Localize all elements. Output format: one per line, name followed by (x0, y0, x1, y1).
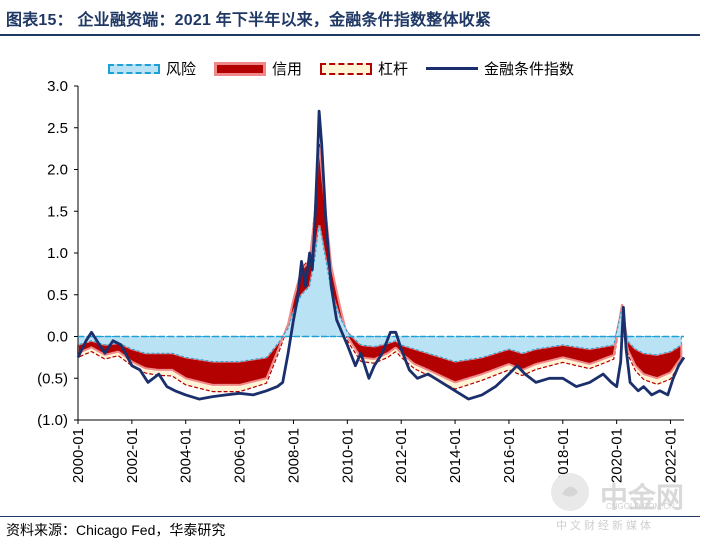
y-tick-label: 2.0 (47, 162, 68, 179)
x-tick-label: 2018-01 (555, 428, 572, 483)
legend-label-risk: 风险 (166, 61, 197, 78)
legend-label-index: 金融条件指数 (484, 61, 575, 78)
x-tick-label: 2016-01 (501, 428, 518, 483)
chart-title: 图表15： 企业融资端：2021 年下半年以来，金融条件指数整体收紧 (6, 12, 492, 29)
series-line-index (76, 109, 686, 401)
x-tick-label: 2020-01 (609, 428, 626, 483)
legend-swatch-risk (108, 63, 160, 74)
y-tick-label: 2.5 (47, 120, 68, 137)
y-tick-label: 0.5 (47, 287, 68, 304)
y-tick-label: 1.5 (47, 203, 68, 220)
area-risk (77, 225, 682, 363)
legend-swatch-index (426, 67, 479, 70)
legend-swatch-leverage (320, 62, 373, 75)
legend-label-leverage: 杠杆 (378, 61, 409, 78)
y-tick-label: (0.5) (37, 370, 68, 387)
title-rule (0, 34, 700, 36)
y-tick-label: 3.0 (47, 78, 68, 95)
source-note: 资料来源：Chicago Fed，华泰研究 (6, 522, 226, 538)
footer-rule (0, 516, 700, 517)
chart-lines (76, 109, 686, 401)
y-tick-label: 1.0 (47, 245, 68, 262)
legend-item-index: 金融条件指数 (426, 58, 574, 79)
watermark-name: 中金网 (600, 482, 685, 513)
x-tick-label: 2002-01 (124, 428, 141, 483)
y-tick-label: (1.0) (37, 412, 68, 429)
x-tick-label: 2008-01 (285, 428, 302, 483)
x-tick-label: 2010-01 (339, 428, 356, 483)
watermark-logo-icon (551, 473, 589, 511)
legend-swatch-credit (214, 61, 267, 76)
x-tick-label: 2022-01 (663, 428, 680, 483)
y-tick-label: 0.0 (47, 329, 68, 346)
legend-item-risk: 风险 (108, 58, 196, 79)
watermark-url: CNGOLD.COM.CN (606, 502, 675, 511)
x-tick-label: 2014-01 (447, 428, 464, 483)
x-tick-label: 2004-01 (178, 428, 195, 483)
x-tick-label: 2012-01 (393, 428, 410, 483)
legend-label-credit: 信用 (272, 61, 303, 78)
chart-axes: 3.0 2.5 2.0 1.5 1.0 0.5 0.0 (0.5) (1.0)2000-01 20… (37, 78, 684, 483)
chart-areas (77, 143, 683, 393)
x-tick-label: 2006-01 (232, 428, 249, 483)
watermark-tagline: 中文财经新媒体 (556, 520, 654, 532)
chart-legend: 风险 信用 杠杆 金融条件指数 (108, 58, 574, 79)
x-tick-label: 2000-01 (70, 428, 87, 483)
legend-item-leverage: 杠杆 (320, 58, 408, 79)
legend-item-credit: 信用 (214, 58, 302, 79)
